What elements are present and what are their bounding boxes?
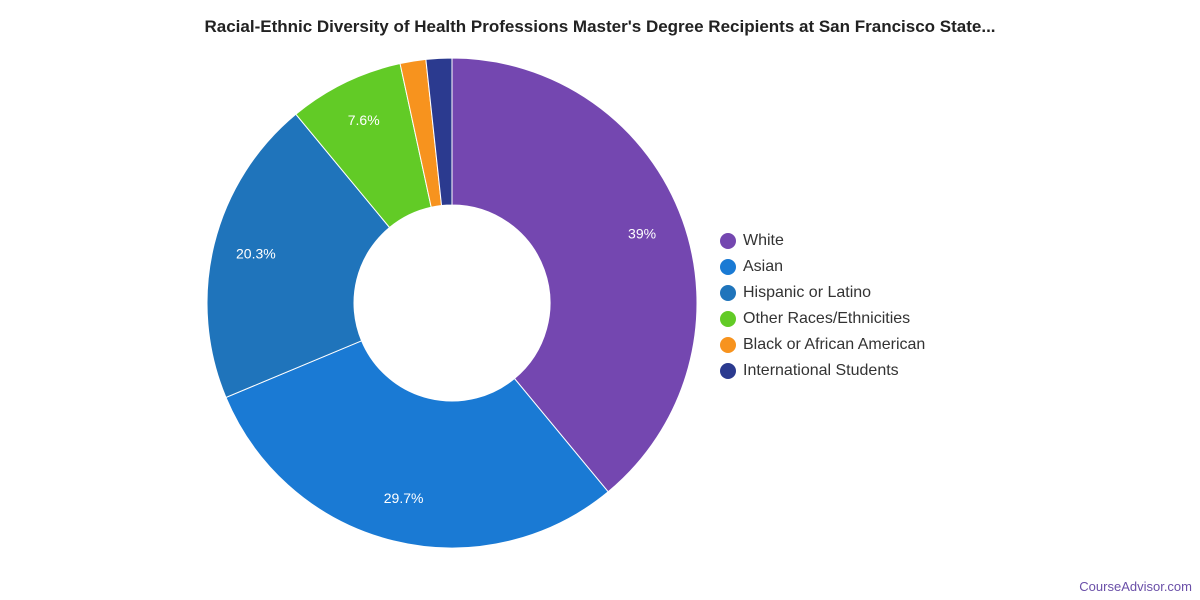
legend-label: Other Races/Ethnicities [743,310,911,327]
slice-international-students [425,57,453,207]
slice-white [451,57,698,493]
slice-label-hispanic-or-latino: 20.3% [236,245,276,261]
slice-label-other-races-ethnicities: 7.6% [348,112,380,128]
legend-item-asian: Asian [720,254,925,280]
donut-slice-labels: 39% 29.7% 20.3% 7.6% [236,112,656,506]
legend-swatch [720,285,736,301]
chart-title: Racial-Ethnic Diversity of Health Profes… [204,17,996,36]
legend-label: International Students [743,362,899,379]
slice-hispanic-or-latino [206,113,391,399]
legend-label: Asian [743,258,784,275]
slice-label-asian: 29.7% [384,490,424,506]
watermark: CourseAdvisor.com [1079,579,1192,594]
legend-swatch [720,363,736,379]
legend-label: White [743,232,784,249]
legend-label: Black or African American [743,336,926,353]
slice-label-white: 39% [628,225,656,241]
legend-swatch [720,337,736,353]
legend-item-hispanic-or-latino: Hispanic or Latino [720,280,925,306]
legend-swatch [720,311,736,327]
legend-item-black-or-african-american: Black or African American [720,332,925,358]
legend-item-international-students: International Students [720,358,925,384]
legend-item-other-races-ethnicities: Other Races/Ethnicities [720,306,925,332]
legend-swatch [720,259,736,275]
chart-legend: White Asian Hispanic or Latino Other Races/… [720,228,925,384]
donut-slices [206,57,698,549]
legend-label: Hispanic or Latino [743,284,872,301]
slice-asian [225,340,609,549]
legend-swatch [720,233,736,249]
legend-item-white: White [720,228,925,254]
